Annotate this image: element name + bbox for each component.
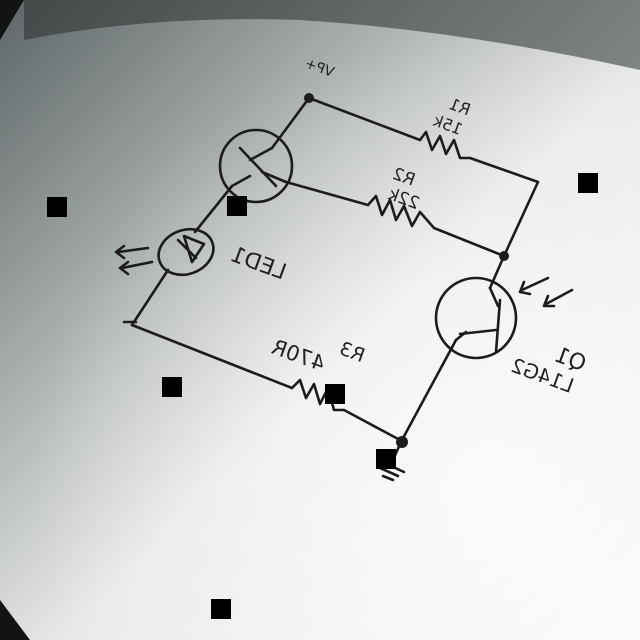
circuit-wires: [122, 96, 540, 482]
junction-right: [499, 251, 509, 261]
transistor-top: [218, 128, 294, 204]
led-symbol: [114, 227, 215, 277]
resistor-r1: [418, 130, 472, 160]
marker-square: [376, 449, 396, 469]
marker-square: [211, 599, 231, 619]
junction-vp: [304, 93, 314, 103]
resistor-r2: [366, 194, 436, 230]
marker-square: [162, 377, 182, 397]
resistor-r3: [290, 378, 346, 412]
phototransistor-q1: [434, 276, 574, 360]
marker-square: [325, 384, 345, 404]
marker-square: [227, 196, 247, 216]
marker-square: [578, 173, 598, 193]
junction-ground: [396, 436, 408, 448]
marker-square: [47, 197, 67, 217]
